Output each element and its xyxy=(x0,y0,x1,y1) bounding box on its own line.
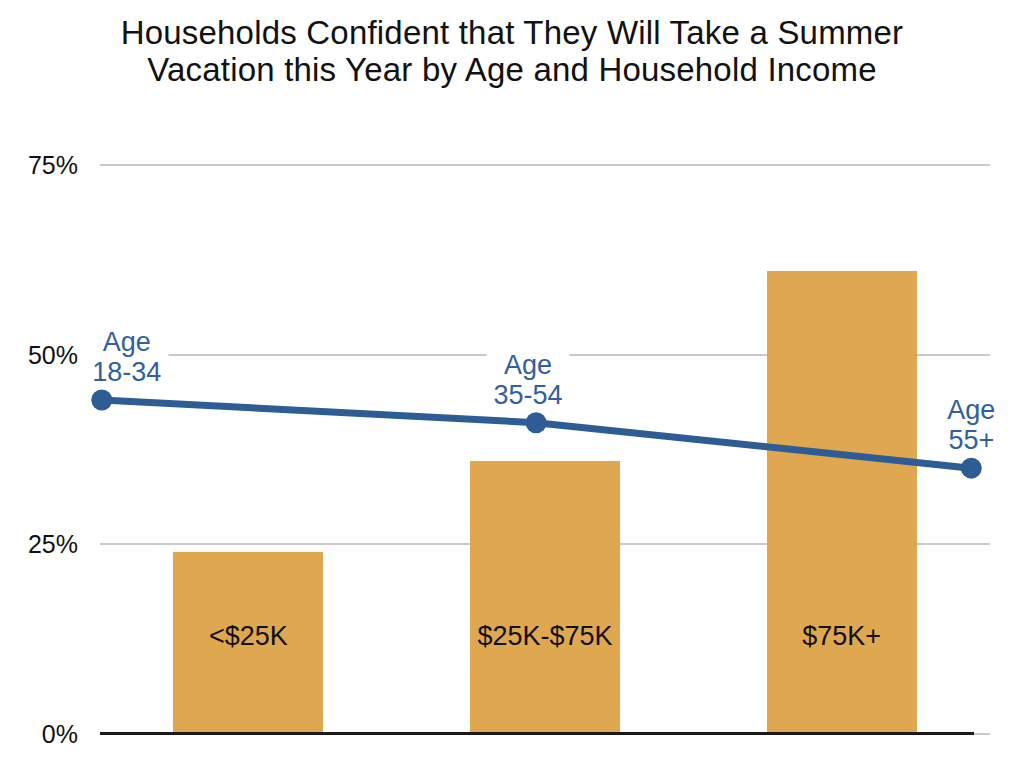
y-tick-label-0: 0% xyxy=(0,720,78,748)
line-point-2 xyxy=(961,458,982,479)
y-tick-label-75: 75% xyxy=(0,151,78,179)
line-point-label-2: Age55+ xyxy=(940,394,1002,456)
line-point-0 xyxy=(91,389,112,410)
x-axis-line xyxy=(100,732,974,735)
plot-area: <$25K$25K-$75K$75K+ Age18-34Age35-54Age5… xyxy=(0,0,1024,779)
line-point-label-0: Age18-34 xyxy=(85,326,168,388)
chart: Households Confident that They Will Take… xyxy=(0,0,1024,779)
y-tick-label-25: 25% xyxy=(0,530,78,558)
line-point-1 xyxy=(526,412,547,433)
y-tick-label-50: 50% xyxy=(0,341,78,369)
line-point-label-1: Age35-54 xyxy=(487,349,570,411)
